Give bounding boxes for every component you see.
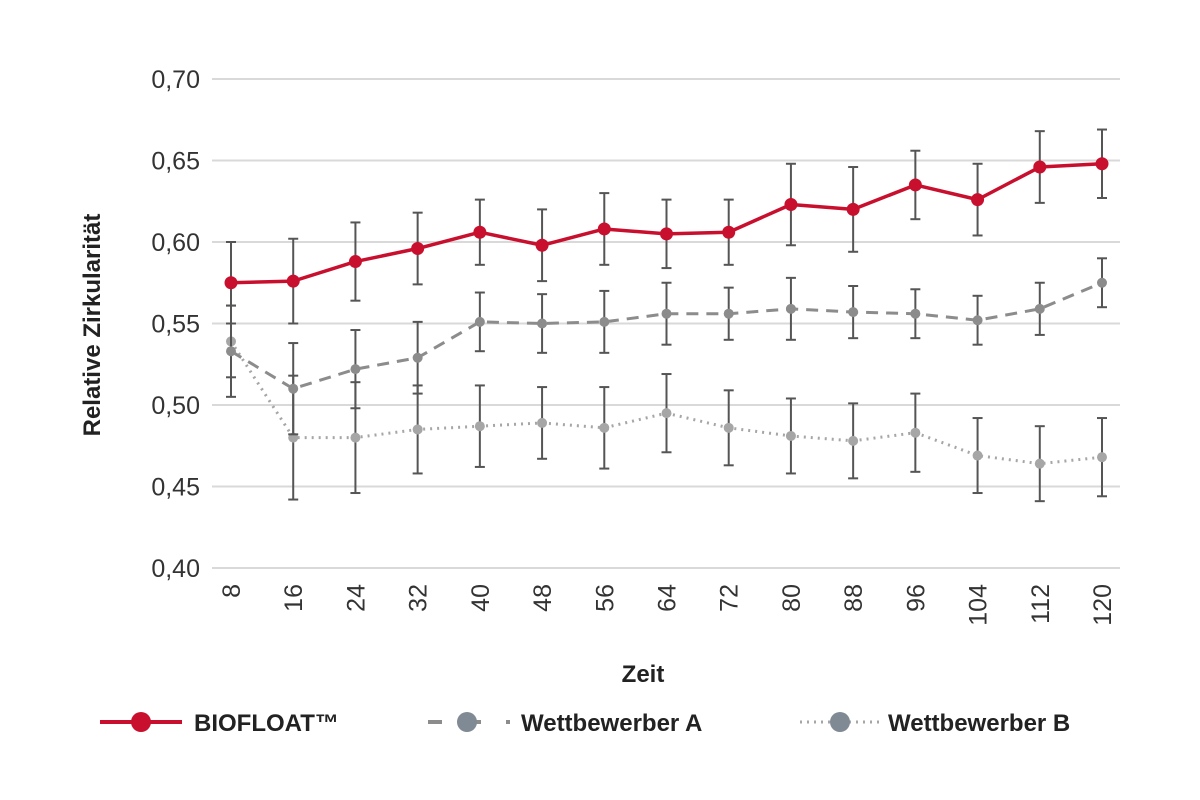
x-tick-label: 80 xyxy=(778,584,806,612)
data-point[interactable] xyxy=(411,242,425,256)
data-point[interactable] xyxy=(537,318,548,329)
data-point[interactable] xyxy=(597,222,611,236)
data-point[interactable] xyxy=(785,303,796,314)
data-point[interactable] xyxy=(784,198,798,212)
y-tick-label: 0,70 xyxy=(151,66,200,94)
x-tick-label: 72 xyxy=(716,584,744,612)
legend-label-biofloat: BIOFLOAT™ xyxy=(194,710,339,737)
y-tick-label: 0,45 xyxy=(151,474,200,502)
series-biofloat xyxy=(224,128,1109,325)
x-tick-label: 120 xyxy=(1089,584,1117,626)
data-point[interactable] xyxy=(971,193,985,207)
data-point[interactable] xyxy=(848,435,859,446)
data-point[interactable] xyxy=(412,424,423,435)
x-tick-label: 32 xyxy=(405,584,433,612)
x-tick-label: 24 xyxy=(342,584,370,612)
data-point[interactable] xyxy=(660,227,673,241)
data-point[interactable] xyxy=(722,225,736,239)
y-tick-label: 0,65 xyxy=(151,148,200,176)
legend-marker-wettbewerber-a xyxy=(457,712,477,732)
data-point[interactable] xyxy=(226,346,236,357)
y-tick-labels: 0,40 0,45 0,50 0,55 0,60 0,65 0,70 xyxy=(151,66,200,583)
data-point[interactable] xyxy=(661,308,672,319)
data-point[interactable] xyxy=(1097,277,1107,288)
x-tick-labels: 8 16 24 32 40 48 56 64 72 80 88 96 104 112 120 xyxy=(218,584,1117,626)
data-point[interactable] xyxy=(412,352,423,363)
legend: BIOFLOAT™ Wettbewerber A Wettbewerber B xyxy=(100,710,1070,737)
x-tick-label: 16 xyxy=(280,584,308,612)
y-axis-title: Relative Zirkularität xyxy=(79,214,106,437)
y-tick-label: 0,60 xyxy=(151,229,200,257)
legend-label-wettbewerber-b: Wettbewerber B xyxy=(888,710,1070,737)
data-point[interactable] xyxy=(288,383,299,394)
y-tick-label: 0,40 xyxy=(151,555,200,583)
data-point[interactable] xyxy=(723,308,734,319)
series-group xyxy=(224,128,1109,503)
legend-item-wettbewerber-b[interactable]: Wettbewerber B xyxy=(800,710,1070,737)
x-tick-label: 88 xyxy=(840,584,868,612)
data-point[interactable] xyxy=(350,364,361,375)
data-point[interactable] xyxy=(535,238,549,252)
data-point[interactable] xyxy=(474,316,485,327)
x-tick-label: 96 xyxy=(902,584,930,612)
data-point[interactable] xyxy=(224,276,238,290)
y-tick-label: 0,50 xyxy=(151,392,200,420)
data-point[interactable] xyxy=(972,315,983,326)
data-point[interactable] xyxy=(910,427,921,438)
data-point[interactable] xyxy=(599,316,610,327)
data-point[interactable] xyxy=(848,307,859,318)
series-wettbewerber-a xyxy=(226,257,1107,436)
data-point[interactable] xyxy=(908,178,922,192)
data-point[interactable] xyxy=(1033,160,1047,174)
data-point[interactable] xyxy=(599,422,610,433)
series-wettbewerber-b xyxy=(226,304,1107,503)
data-point[interactable] xyxy=(846,202,860,216)
data-point[interactable] xyxy=(1095,157,1109,171)
x-tick-label: 48 xyxy=(529,584,557,612)
error-bars-biofloat xyxy=(226,128,1107,325)
data-point[interactable] xyxy=(1097,452,1107,463)
x-tick-label: 64 xyxy=(654,584,682,612)
y-tick-label: 0,55 xyxy=(151,311,200,339)
data-point[interactable] xyxy=(910,308,921,319)
data-point[interactable] xyxy=(1034,303,1045,314)
x-tick-label: 104 xyxy=(965,584,993,626)
data-point[interactable] xyxy=(473,225,487,239)
x-tick-label: 8 xyxy=(218,584,246,598)
data-point[interactable] xyxy=(286,274,300,288)
legend-marker-wettbewerber-b xyxy=(830,712,850,732)
x-tick-label: 56 xyxy=(591,584,619,612)
legend-marker-biofloat xyxy=(131,712,151,732)
data-point[interactable] xyxy=(350,432,361,443)
data-point[interactable] xyxy=(661,408,672,419)
data-point[interactable] xyxy=(474,421,485,432)
data-point[interactable] xyxy=(348,255,362,269)
legend-label-wettbewerber-a: Wettbewerber A xyxy=(521,710,702,737)
x-tick-label: 40 xyxy=(467,584,495,612)
legend-item-wettbewerber-a[interactable]: Wettbewerber A xyxy=(428,710,702,737)
data-point[interactable] xyxy=(1034,458,1045,469)
x-tick-label: 112 xyxy=(1027,584,1055,624)
data-point[interactable] xyxy=(972,450,983,461)
x-axis-title: Zeit xyxy=(622,661,665,688)
data-point[interactable] xyxy=(785,430,796,441)
legend-item-biofloat[interactable]: BIOFLOAT™ xyxy=(100,710,339,737)
data-point[interactable] xyxy=(537,417,548,428)
data-point[interactable] xyxy=(723,422,734,433)
